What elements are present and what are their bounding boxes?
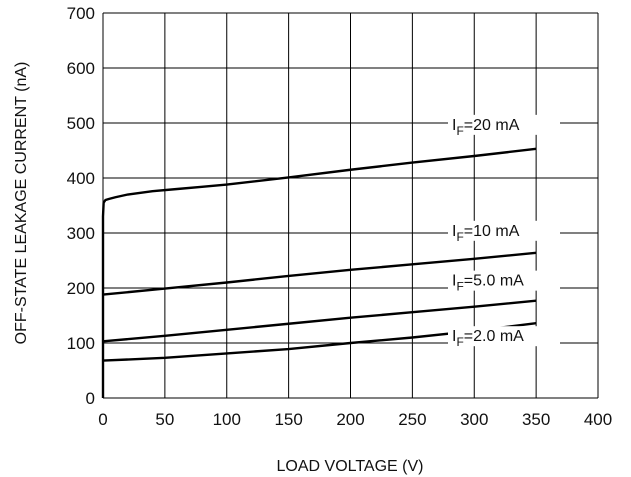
y-tick-label: 200 (67, 279, 95, 298)
tick-labels: 0 50 100 150 200 250 300 350 400 0 100 200 300 400 500… (67, 4, 613, 429)
x-tick-label: 0 (98, 410, 107, 429)
x-tick-label: 150 (274, 410, 302, 429)
y-axis-title: OFF-STATE LEAKAGE CURRENT (nA) (13, 62, 30, 345)
x-axis-title: LOAD VOLTAGE (V) (277, 458, 424, 475)
x-tick-label: 400 (584, 410, 612, 429)
series-line (102, 299, 537, 343)
y-tick-label: 700 (67, 4, 95, 23)
series-label: IF=20 mA (452, 117, 520, 138)
series-label: IF=10 mA (452, 223, 520, 244)
series-label: IF=2.0 mA (452, 328, 524, 349)
x-tick-label: 350 (522, 410, 550, 429)
y-tick-label: 500 (67, 114, 95, 133)
series-label-bg (448, 114, 560, 135)
y-tick-label: 0 (86, 389, 95, 408)
series-line (102, 251, 537, 296)
series-line (101, 147, 537, 398)
y-tick-label: 100 (67, 334, 95, 353)
series-label-bg (448, 220, 560, 241)
x-tick-label: 50 (155, 410, 174, 429)
curve-labels: IF=20 mA IF=10 mA IF=5.0 mA IF=2.0 mA (448, 114, 560, 349)
x-tick-label: 100 (213, 410, 241, 429)
y-tick-label: 300 (67, 224, 95, 243)
x-tick-label: 300 (460, 410, 488, 429)
y-tick-label: 600 (67, 59, 95, 78)
series-label-bg (448, 270, 560, 291)
series-label: IF=5.0 mA (452, 273, 524, 294)
series-label-bg (448, 326, 560, 347)
x-tick-label: 250 (398, 410, 426, 429)
x-tick-label: 200 (336, 410, 364, 429)
y-tick-label: 400 (67, 169, 95, 188)
